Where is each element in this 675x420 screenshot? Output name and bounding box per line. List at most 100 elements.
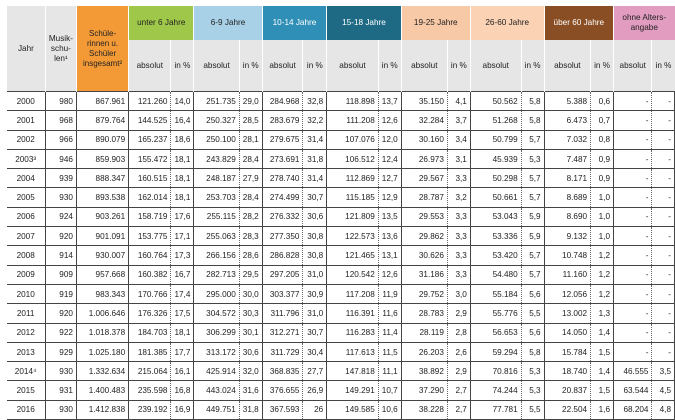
cell-absolute: 295.000 [193, 284, 240, 305]
table-row: 2000 980 867.961 121.260 14,0 251.735 29,0 284.… [6, 90, 675, 112]
table-row: 2005 930 893.538 162.014 18,1 253.703 28,4 274.… [6, 187, 675, 208]
cell-absolute: 7.487 [544, 149, 592, 170]
cell-absolute: 22.504 [544, 400, 592, 420]
cell-absolute: 6.473 [544, 110, 592, 131]
cell-percent: 1,2 [590, 284, 614, 305]
cell-absolute: 215.064 [128, 361, 172, 382]
cell-year: 2016 [6, 400, 46, 420]
table-row: 2004 939 888.347 160.515 18,1 248.187 27,9 278.… [6, 168, 675, 189]
cell-musikschulen: 966 [45, 130, 77, 150]
cell-absolute: 160.382 [128, 265, 172, 285]
cell-absolute: 449.751 [193, 400, 240, 420]
cell-percent: 1,5 [590, 342, 614, 363]
cell-absolute: - [613, 342, 653, 363]
cell-percent: 29,0 [239, 90, 263, 112]
cell-absolute: 425.914 [193, 361, 240, 382]
cell-percent: 11,5 [378, 342, 402, 363]
cell-absolute: 278.740 [262, 168, 304, 189]
cell-total: 893.538 [76, 187, 130, 208]
table-row: 2009 909 957.668 160.382 16,7 282.713 29,5 297.… [6, 265, 675, 285]
cell-percent: 1,2 [590, 245, 614, 266]
cell-percent: 16,4 [170, 110, 195, 131]
cell-percent: 18,1 [170, 149, 195, 170]
cell-absolute: 107.076 [326, 130, 379, 150]
cell-musikschulen: 946 [45, 149, 77, 170]
cell-percent: 30,1 [239, 323, 263, 343]
cell-percent: 16,8 [170, 380, 195, 401]
cell-absolute: 282.713 [193, 265, 240, 285]
cell-absolute: 28.119 [401, 323, 448, 343]
cell-percent: 5,3 [521, 361, 545, 382]
cell-absolute: 70.816 [470, 361, 522, 382]
cell-absolute: 55.184 [470, 284, 522, 305]
cell-percent: 12,0 [378, 130, 402, 150]
cell-percent: 1,0 [590, 207, 614, 228]
cell-year: 2013 [6, 342, 46, 363]
cell-percent: 3,1 [447, 149, 471, 170]
cell-year: 2001 [6, 110, 46, 131]
cell-absolute: 68.204 [613, 400, 653, 420]
table-row: 2015 931 1.400.483 235.598 16,8 443.024 31,6 37… [6, 380, 675, 401]
cell-percent: 5,6 [521, 284, 545, 305]
cell-absolute: 117.613 [326, 342, 379, 363]
header-group-no-age: ohne Alters-angabe [613, 6, 675, 40]
cell-percent: 1,4 [590, 361, 614, 382]
cell-year: 2000 [6, 90, 46, 112]
cell-absolute: 250.327 [193, 110, 240, 131]
cell-absolute: 274.499 [262, 187, 304, 208]
cell-percent: - [651, 323, 675, 343]
cell-percent: 0,9 [590, 149, 614, 170]
cell-percent: 32,2 [302, 110, 328, 131]
cell-percent: 1,3 [590, 303, 614, 324]
subheader-in-percent: in % [520, 40, 545, 92]
cell-absolute: 235.598 [128, 380, 172, 401]
cell-percent: 18,1 [170, 168, 195, 189]
cell-percent: 2,9 [447, 361, 471, 382]
cell-absolute: 53.420 [470, 245, 522, 266]
cell-absolute: 29.553 [401, 207, 448, 228]
cell-absolute: 311.729 [262, 342, 304, 363]
table-row: 2013 929 1.025.180 181.385 17,7 313.172 30,6 31… [6, 342, 675, 363]
cell-absolute: 120.542 [326, 265, 379, 285]
table-row: 2006 924 903.261 158.719 17,6 255.115 28,2 276.… [6, 207, 675, 228]
header-group-6-9: 6-9 Jahre [193, 6, 263, 40]
cell-absolute: 160.764 [128, 245, 172, 266]
cell-percent: 3,7 [447, 110, 471, 131]
cell-absolute: 11.160 [544, 265, 592, 285]
cell-absolute: 18.740 [544, 361, 592, 382]
cell-percent: 17,4 [170, 284, 195, 305]
cell-absolute: 279.675 [262, 130, 304, 150]
cell-musikschulen: 922 [45, 323, 77, 343]
cell-absolute: 29.862 [401, 226, 448, 247]
cell-percent: 1,5 [590, 380, 614, 401]
cell-absolute: 304.572 [193, 303, 240, 324]
subheader-absolut: absolut [400, 40, 448, 92]
cell-absolute: 313.172 [193, 342, 240, 363]
cell-absolute: 63.544 [613, 380, 653, 401]
cell-percent: 5,3 [521, 149, 545, 170]
cell-musikschulen: 914 [45, 245, 77, 266]
cell-total: 930.007 [76, 245, 130, 266]
cell-percent: 2,7 [447, 380, 471, 401]
cell-percent: 31,0 [302, 303, 328, 324]
cell-absolute: - [613, 168, 653, 189]
cell-percent: 32,8 [302, 90, 328, 112]
cell-absolute: 276.332 [262, 207, 304, 228]
cell-absolute: 117.208 [326, 284, 379, 305]
cell-percent: 28,5 [239, 110, 263, 131]
cell-percent: 16,7 [170, 265, 195, 285]
cell-percent: 1,0 [590, 187, 614, 208]
cell-absolute: 29.752 [401, 284, 448, 305]
subheader-in-percent: in % [302, 40, 327, 92]
cell-absolute: 55.776 [470, 303, 522, 324]
header-total-students: Schüle-rinnen u. Schüler insgesamt² [75, 6, 129, 92]
cell-percent: 3,0 [447, 284, 471, 305]
cell-absolute: 9.132 [544, 226, 592, 247]
cell-total: 1.006.646 [76, 303, 130, 324]
cell-percent: 30,8 [302, 245, 328, 266]
cell-absolute: 8.689 [544, 187, 592, 208]
cell-musikschulen: 919 [45, 284, 77, 305]
cell-absolute: 30.160 [401, 130, 448, 150]
cell-absolute: 251.735 [193, 90, 240, 112]
cell-percent: 5,3 [521, 380, 545, 401]
